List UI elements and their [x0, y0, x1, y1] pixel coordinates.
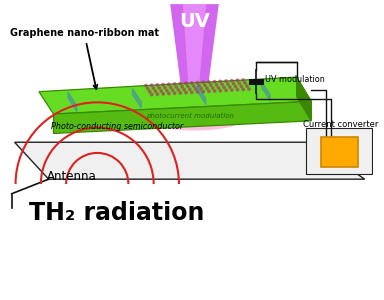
Text: Antenna: Antenna	[47, 170, 96, 183]
Circle shape	[187, 85, 189, 88]
Circle shape	[169, 86, 172, 88]
Circle shape	[208, 90, 210, 93]
Polygon shape	[53, 101, 311, 134]
Circle shape	[225, 89, 227, 92]
Circle shape	[158, 87, 161, 89]
Text: photocurrent modulation: photocurrent modulation	[146, 113, 233, 119]
Circle shape	[240, 85, 243, 88]
Circle shape	[198, 84, 200, 87]
Circle shape	[234, 85, 237, 88]
Circle shape	[238, 82, 241, 85]
Circle shape	[189, 88, 191, 91]
Circle shape	[149, 90, 151, 93]
Circle shape	[196, 81, 199, 84]
Circle shape	[190, 82, 193, 84]
Circle shape	[152, 87, 155, 89]
Circle shape	[160, 90, 162, 92]
Circle shape	[214, 90, 216, 92]
Circle shape	[147, 87, 149, 90]
Circle shape	[173, 83, 176, 85]
Circle shape	[145, 84, 147, 87]
Text: UV: UV	[179, 12, 210, 31]
Circle shape	[212, 87, 214, 89]
Polygon shape	[15, 142, 365, 179]
FancyBboxPatch shape	[321, 137, 358, 166]
Circle shape	[166, 89, 168, 92]
Circle shape	[246, 85, 248, 87]
Circle shape	[183, 88, 185, 91]
Circle shape	[242, 79, 244, 81]
Text: UV modulation: UV modulation	[265, 74, 324, 83]
Polygon shape	[39, 77, 311, 114]
Circle shape	[171, 89, 174, 92]
Circle shape	[190, 91, 193, 94]
Circle shape	[223, 86, 225, 88]
Circle shape	[167, 92, 170, 95]
Circle shape	[196, 91, 199, 93]
Circle shape	[210, 84, 212, 86]
Text: Photo-conducting semiconductor: Photo-conducting semiconductor	[51, 122, 183, 131]
Circle shape	[221, 83, 223, 86]
Polygon shape	[296, 77, 311, 121]
Text: TH₂ radiation: TH₂ radiation	[29, 201, 205, 225]
Circle shape	[179, 82, 182, 85]
Circle shape	[242, 88, 245, 91]
Polygon shape	[306, 128, 372, 174]
Circle shape	[192, 85, 195, 87]
Circle shape	[207, 81, 210, 83]
Circle shape	[244, 82, 247, 84]
Ellipse shape	[141, 101, 248, 130]
Circle shape	[202, 81, 204, 84]
Circle shape	[156, 84, 159, 86]
Circle shape	[194, 88, 197, 90]
Circle shape	[248, 88, 250, 90]
Circle shape	[179, 92, 182, 94]
Ellipse shape	[161, 107, 228, 125]
Circle shape	[213, 80, 216, 83]
Circle shape	[151, 93, 153, 96]
Circle shape	[236, 79, 239, 82]
Circle shape	[215, 83, 218, 86]
Text: Current converter: Current converter	[303, 120, 378, 129]
Circle shape	[219, 89, 222, 92]
Circle shape	[225, 80, 227, 82]
Circle shape	[230, 80, 233, 82]
Polygon shape	[170, 4, 219, 116]
Circle shape	[175, 86, 178, 88]
Circle shape	[167, 83, 170, 86]
Circle shape	[219, 80, 222, 83]
Circle shape	[173, 92, 176, 94]
Circle shape	[181, 85, 184, 88]
Text: Graphene nano-ribbon mat: Graphene nano-ribbon mat	[10, 28, 159, 89]
Circle shape	[156, 93, 159, 95]
Circle shape	[236, 88, 239, 91]
Circle shape	[185, 91, 187, 94]
Circle shape	[206, 87, 208, 90]
Circle shape	[151, 84, 153, 86]
Circle shape	[230, 89, 233, 91]
Circle shape	[162, 93, 164, 95]
Circle shape	[164, 86, 166, 89]
Circle shape	[202, 90, 204, 93]
Circle shape	[162, 83, 164, 86]
Circle shape	[154, 90, 157, 92]
Circle shape	[217, 86, 220, 89]
Circle shape	[185, 82, 187, 85]
Circle shape	[228, 86, 231, 88]
Circle shape	[204, 84, 206, 87]
Circle shape	[177, 89, 180, 91]
Circle shape	[232, 82, 235, 85]
Polygon shape	[183, 4, 206, 116]
Circle shape	[200, 87, 202, 90]
Circle shape	[227, 83, 229, 85]
